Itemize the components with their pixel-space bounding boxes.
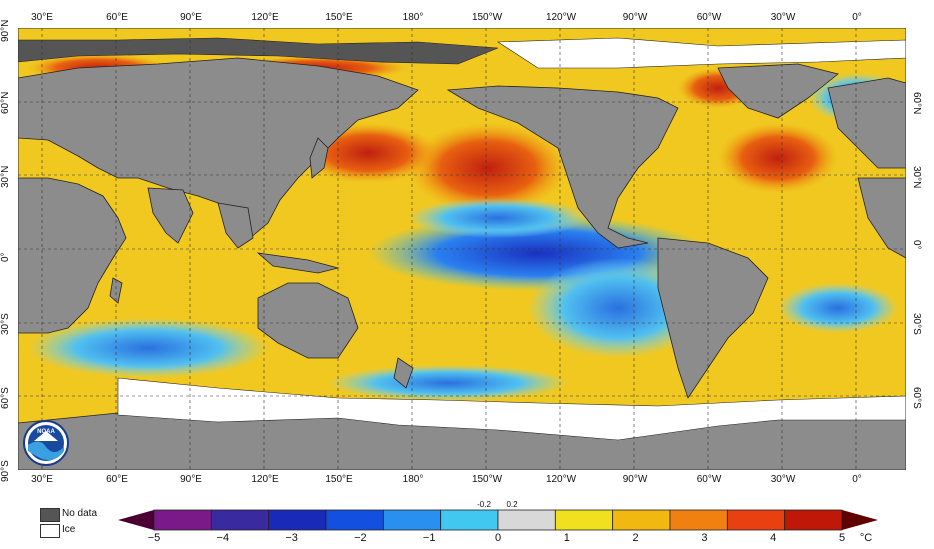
colorbar-cell bbox=[726, 509, 786, 531]
lon-label: 60°W bbox=[696, 474, 722, 485]
lat-label-right: 30°S bbox=[911, 313, 922, 335]
land-indonesia bbox=[256, 252, 340, 274]
land-north-america bbox=[446, 85, 679, 249]
ice-arctic bbox=[497, 37, 906, 69]
colorbar-small-tick: -0.2 bbox=[477, 500, 491, 509]
colorbar-small-tick: 0.2 bbox=[506, 500, 518, 509]
lon-label: 180° bbox=[402, 12, 424, 23]
colorbar-cell bbox=[153, 509, 212, 531]
warm-patch-atlantic bbox=[718, 123, 838, 193]
colorbar-tick: 5 bbox=[838, 532, 846, 544]
lon-label: 90°W bbox=[622, 474, 648, 485]
lat-label-right: 30°N bbox=[911, 166, 922, 189]
colorbar-cell bbox=[325, 509, 384, 531]
lat-label-left: 90°S bbox=[0, 460, 11, 482]
lon-label: 120°E bbox=[251, 474, 279, 485]
lon-label: 150°W bbox=[471, 474, 503, 485]
no-data-swatch bbox=[40, 508, 60, 522]
lat-label-left: 60°N bbox=[0, 91, 11, 114]
colorbar-tick: −1 bbox=[422, 532, 436, 544]
colorbar-max-arrow bbox=[842, 510, 878, 530]
warm-patch-npacific bbox=[408, 123, 568, 213]
colorbar-tick: −3 bbox=[285, 532, 298, 544]
colorbar-unit: °C bbox=[859, 532, 873, 544]
lon-label: 90°W bbox=[622, 12, 648, 23]
colorbar-tick: 4 bbox=[770, 532, 777, 544]
colorbar-tick: 1 bbox=[563, 532, 570, 544]
lon-label: 90°E bbox=[180, 474, 202, 485]
colorbar bbox=[118, 509, 878, 531]
ice-antarctic bbox=[117, 377, 906, 441]
lat-label-right: 60°S bbox=[911, 387, 922, 409]
land-south-america bbox=[657, 237, 769, 399]
land-africa-west bbox=[857, 177, 906, 259]
cool-patch-southern bbox=[328, 365, 568, 401]
lon-label: 30°E bbox=[31, 474, 53, 485]
lon-label: 180° bbox=[402, 474, 424, 485]
lat-label-right: 60°N bbox=[911, 92, 922, 115]
cool-patch-npacific-sub bbox=[408, 198, 588, 238]
land bbox=[18, 57, 906, 470]
colorbar-cell bbox=[554, 509, 614, 531]
no-data-label: No data bbox=[62, 508, 98, 519]
cool-patch-satlantic bbox=[778, 283, 898, 333]
ice-swatch bbox=[40, 524, 60, 538]
cool-patch-sindian bbox=[28, 318, 268, 378]
lon-label: 0° bbox=[852, 12, 862, 23]
no-data-arctic bbox=[18, 37, 499, 65]
land-madagascar bbox=[109, 277, 123, 304]
land-greenland bbox=[717, 63, 839, 119]
sst-anomaly-map: NOAA bbox=[18, 28, 906, 470]
lon-label: 120°W bbox=[545, 12, 577, 23]
lon-label: 60°E bbox=[106, 474, 128, 485]
lon-label: 90°E bbox=[180, 12, 202, 23]
colorbar-tick: 0 bbox=[494, 532, 502, 544]
colorbar-tick: −5 bbox=[147, 532, 161, 544]
lon-label: 120°E bbox=[251, 12, 279, 23]
noaa-logo bbox=[23, 420, 69, 466]
colorbar-cell bbox=[669, 509, 728, 531]
colorbar-cell bbox=[268, 509, 327, 531]
lon-label: 30°E bbox=[31, 12, 53, 23]
land-australia bbox=[257, 282, 359, 359]
lat-label-left: 30°S bbox=[0, 313, 11, 335]
colorbar-cell bbox=[210, 509, 270, 531]
land-japan bbox=[309, 137, 329, 179]
land-africa bbox=[18, 177, 127, 334]
ice-label: Ice bbox=[62, 524, 76, 535]
colorbar-cell bbox=[612, 509, 671, 531]
colorbar-tick: 2 bbox=[632, 532, 639, 544]
lon-label: 60°W bbox=[696, 12, 722, 23]
lat-label-left: 30°N bbox=[0, 165, 11, 188]
lon-label: 60°E bbox=[106, 12, 128, 23]
lon-label: 0° bbox=[852, 474, 862, 485]
lon-label: 150°E bbox=[325, 474, 353, 485]
lon-label: 150°W bbox=[471, 12, 503, 23]
land-europe bbox=[827, 77, 906, 169]
lat-label-left: 60°S bbox=[0, 387, 11, 409]
colorbar-cell bbox=[382, 509, 442, 531]
colorbar-cell bbox=[784, 509, 843, 531]
lat-label-left: 90°N bbox=[0, 19, 11, 42]
graticule bbox=[18, 28, 906, 470]
lon-label: 30°W bbox=[770, 12, 796, 23]
colorbar-cell bbox=[497, 509, 556, 531]
lat-label-right: 0° bbox=[911, 240, 922, 250]
colorbar-min-arrow bbox=[118, 510, 154, 530]
lon-label: 30°W bbox=[770, 474, 796, 485]
land-nz bbox=[393, 357, 414, 389]
colorbar-tick: −2 bbox=[354, 532, 367, 544]
colorbar-cell bbox=[440, 509, 499, 531]
colorbar-tick: −4 bbox=[216, 532, 230, 544]
lat-label-left: 0° bbox=[0, 252, 11, 262]
land-india bbox=[147, 187, 194, 244]
lon-label: 150°E bbox=[325, 12, 353, 23]
lon-label: 120°W bbox=[545, 474, 577, 485]
colorbar-tick: 3 bbox=[701, 532, 708, 544]
land-seasia bbox=[217, 202, 254, 249]
land-asia bbox=[18, 57, 419, 239]
colorbar-cells bbox=[118, 509, 878, 531]
noaa-logo-text: NOAA bbox=[37, 429, 55, 435]
